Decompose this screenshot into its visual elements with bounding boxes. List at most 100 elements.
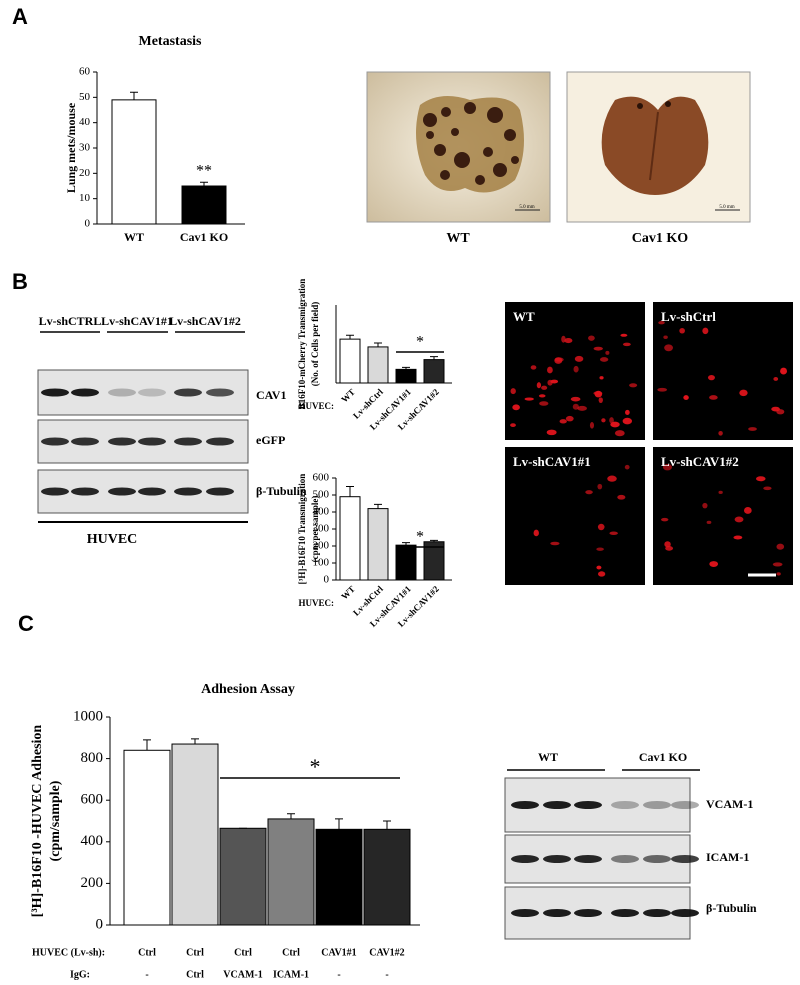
cell (541, 385, 548, 390)
cell (597, 483, 603, 490)
cell (607, 475, 617, 482)
blot-group-label: WT (538, 750, 558, 764)
cell (573, 365, 579, 373)
cell (780, 367, 788, 375)
error-bar (374, 503, 382, 509)
cell (665, 546, 674, 551)
y-tick-label: 30 (79, 142, 91, 154)
blot-row-label: ICAM-1 (706, 850, 749, 864)
x-tick-label: Ctrl (234, 947, 252, 958)
cell (622, 342, 631, 347)
cell (662, 463, 672, 471)
cell (610, 421, 620, 428)
cell (524, 397, 534, 401)
micrographs: WT Lv-shCtrl Lv-shCAV1#1 Lv-shCAV1#2 (505, 302, 793, 585)
y-tick-label: 0 (85, 218, 91, 230)
blot-row-label: β-Tubulin (706, 901, 757, 915)
error-bar (287, 813, 295, 819)
y-tick-label: 60 (79, 66, 91, 78)
x-tick-label: Ctrl (138, 947, 156, 958)
x-tick-label-row2: ICAM-1 (273, 969, 309, 980)
blot-band (71, 487, 99, 496)
y-axis-label: [³H]-B16F10 -HUVEC Adhesion (30, 725, 45, 918)
image-label: Cav1 KO (632, 231, 689, 246)
bar (423, 359, 445, 384)
x-tick-label-row2: Ctrl (186, 969, 204, 980)
cell (510, 388, 516, 395)
blot-band (574, 909, 602, 917)
cell (609, 531, 618, 536)
micrograph-label: Lv-shCAV1#2 (661, 454, 739, 469)
blot-band (174, 437, 202, 446)
x-tick-label: CAV1#2 (369, 947, 404, 958)
cell (547, 379, 553, 386)
cell (599, 376, 604, 380)
y-tick-label: 200 (313, 540, 330, 552)
bar (395, 368, 417, 384)
cell (706, 520, 712, 525)
y-tick-label: 40 (79, 116, 91, 128)
blot-band (671, 855, 699, 863)
y-tick-label: 600 (81, 792, 104, 808)
scale-bar-label: 5.0 mm (519, 205, 534, 210)
cell (707, 375, 715, 381)
cell (597, 571, 606, 577)
y-tick-label: 20 (79, 167, 91, 179)
cell (748, 427, 757, 431)
cell (596, 565, 602, 570)
blot-band (138, 388, 166, 397)
cell (510, 423, 516, 428)
blot-group-label: Lv-shCTRL (39, 314, 102, 328)
cell (536, 382, 542, 389)
blot-band (543, 909, 571, 917)
blot-footer: HUVEC (87, 532, 138, 547)
blot-band (206, 437, 234, 446)
cell (756, 476, 766, 482)
row-label: HUVEC: (299, 401, 335, 411)
blot-band (671, 909, 699, 917)
cell (546, 429, 557, 436)
cell (663, 335, 668, 339)
error-bar (346, 486, 354, 497)
cell (533, 529, 539, 537)
blot-band (108, 388, 136, 397)
blot-band (41, 388, 69, 397)
cell (661, 517, 669, 522)
blot-band (671, 801, 699, 809)
blot-band (611, 855, 639, 863)
cell (585, 490, 593, 495)
cell (609, 417, 614, 424)
blot-band (108, 437, 136, 446)
micrograph-label: Lv-shCAV1#1 (513, 454, 591, 469)
cell (624, 464, 630, 470)
y-tick-label: 0 (324, 574, 330, 586)
error-bar (346, 334, 354, 340)
cell (776, 572, 781, 576)
cell (657, 387, 668, 392)
blot-band (71, 437, 99, 446)
cell (577, 405, 587, 411)
y-tick-label: 50 (79, 91, 91, 103)
y-tick-label: 1000 (73, 708, 103, 724)
cell (512, 404, 520, 411)
cell (570, 396, 581, 402)
lung-photo: 5.0 mm (366, 71, 551, 223)
blot-band (511, 855, 539, 863)
y-tick-label: 400 (313, 506, 330, 518)
cell (629, 383, 638, 388)
x-tick-label: Ctrl (282, 947, 300, 958)
cell (589, 421, 595, 429)
blot-band (574, 855, 602, 863)
blot-band (41, 437, 69, 446)
cell (658, 321, 665, 325)
cell (594, 390, 603, 398)
y-axis-label: Lung mets/mouse (64, 102, 78, 193)
blot-row-label: eGFP (256, 433, 285, 447)
y-tick-label: 10 (79, 192, 91, 204)
bar (171, 743, 219, 926)
y-tick-label: 500 (313, 489, 330, 501)
error-bar (143, 739, 151, 751)
error-bar (200, 181, 208, 186)
y-axis-label: [³H]-B16F10 Transmigration (297, 474, 307, 585)
